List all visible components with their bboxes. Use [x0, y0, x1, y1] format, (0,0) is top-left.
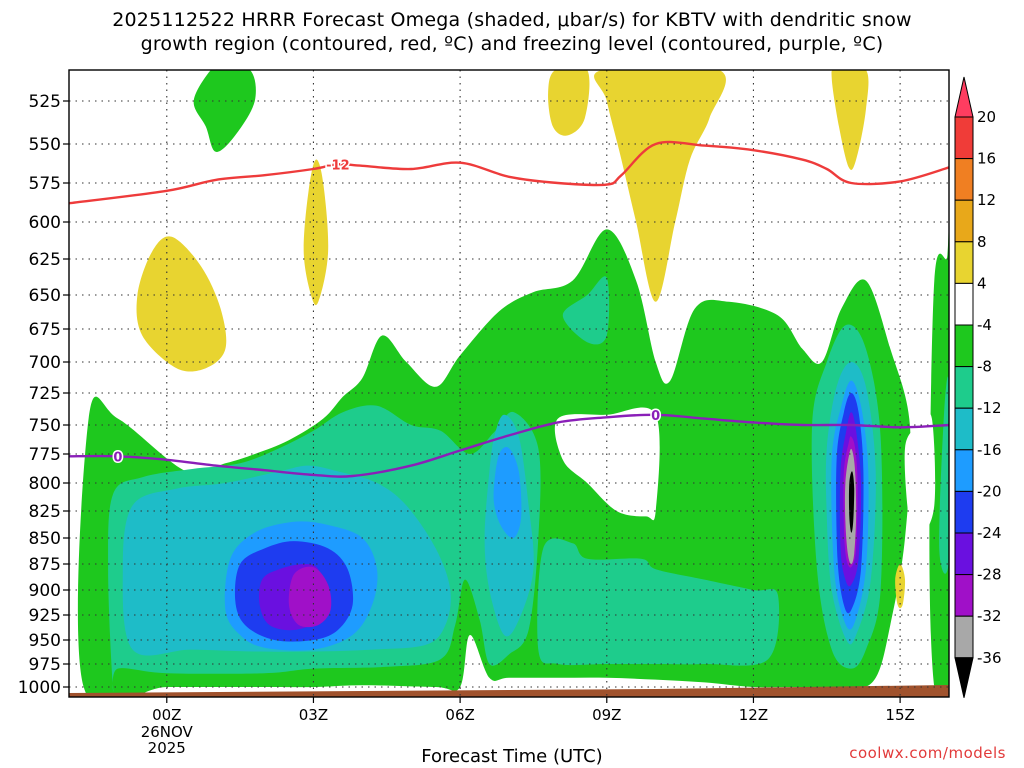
omega-region-4-2	[548, 70, 590, 136]
colorbar-swatch-6	[954, 324, 974, 368]
omega-region-4-4	[831, 70, 869, 170]
y-tick-label-800: 800	[29, 474, 61, 494]
y-tick-label-825: 825	[29, 502, 61, 522]
y-tick-label-850: 850	[29, 529, 61, 549]
omega-region-white-1	[904, 413, 936, 541]
chart-title-line-2: growth region (contoured, red, ºC) and f…	[140, 33, 884, 55]
colorbar-label-9: -20	[977, 482, 1002, 500]
contour-label-1-1: 0	[651, 409, 660, 424]
colorbar-label-6: -8	[977, 358, 992, 376]
x-axis-title: Forecast Time (UTC)	[421, 746, 603, 767]
colorbar-swatch-1	[954, 116, 974, 160]
chart-title-line-1: 2025112522 HRRR Forecast Omega (shaded, …	[112, 9, 912, 31]
colorbar-bottom-arrow	[954, 657, 974, 698]
contour-line-0	[69, 140, 949, 205]
omega-region-white-0	[554, 407, 660, 521]
y-tick-label-550: 550	[29, 135, 61, 155]
gridlines	[69, 70, 949, 697]
colorbar-swatch-3	[954, 199, 974, 243]
y-tick-label-575: 575	[29, 174, 61, 194]
y-tick-label-650: 650	[29, 286, 61, 306]
colorbar-swatch-10	[954, 490, 974, 534]
x-tick-label-09Z: 09Z	[592, 706, 621, 724]
colorbar-swatch-13	[954, 615, 974, 659]
colorbar-swatch-4	[954, 241, 974, 284]
omega-region-neg4-2	[193, 70, 256, 152]
colorbar-label-4: 4	[977, 274, 987, 292]
x-tick-label-03Z: 03Z	[299, 706, 328, 724]
omega-shading	[77, 70, 949, 697]
colorbar-label-7: -12	[977, 399, 1002, 417]
colorbar-swatch-9	[954, 449, 974, 492]
y-tick-label-625: 625	[29, 250, 61, 270]
omega-region-4-0	[136, 236, 227, 372]
x-tick-label-15Z: 15Z	[885, 706, 914, 724]
y-tick-label-950: 950	[29, 631, 61, 651]
y-tick-label-925: 925	[29, 606, 61, 626]
y-tick-label-525: 525	[29, 92, 61, 112]
colorbar-swatch-7	[954, 366, 974, 409]
colorbar-label-11: -28	[977, 566, 1002, 584]
y-axis: 525 550 575 600 625 650 675 700 725 750 775 800 825 8…	[18, 92, 69, 698]
y-tick-label-750: 750	[29, 416, 61, 436]
colorbar-label-3: 8	[977, 233, 987, 251]
y-tick-label-725: 725	[29, 384, 61, 404]
omega-region-neg4-1	[87, 673, 109, 689]
x-tick-sublabel-1: 2025	[148, 739, 186, 757]
x-tick-label-12Z: 12Z	[739, 706, 768, 724]
contour-line-1	[69, 413, 949, 478]
colorbar-top-arrow	[954, 76, 974, 118]
x-tick-sublabel-0: 26NOV	[141, 723, 194, 741]
y-tick-label-975: 975	[29, 655, 61, 675]
y-tick-label-675: 675	[29, 320, 61, 340]
omega-region-neg4-3	[929, 226, 949, 697]
x-tick-label-00Z: 00Z	[152, 706, 181, 724]
y-tick-label-900: 900	[29, 581, 61, 601]
colorbar-label-5: -4	[977, 316, 992, 334]
terrain-band	[69, 685, 949, 697]
omega-region-4-1	[303, 159, 329, 306]
omega-region-neg8-4	[537, 538, 780, 666]
x-tick-label-06Z: 06Z	[445, 706, 474, 724]
colorbar-swatch-8	[954, 407, 974, 451]
plot-frame	[68, 69, 950, 698]
y-tick-label-775: 775	[29, 445, 61, 465]
colorbar-swatch-5	[954, 282, 974, 326]
y-tick-label-1000: 1000	[18, 678, 61, 698]
colorbar-label-12: -32	[977, 607, 1002, 625]
colorbar-label-1: 16	[977, 150, 996, 168]
colorbar-label-8: -16	[977, 441, 1002, 459]
y-tick-label-600: 600	[29, 213, 61, 233]
colorbar-label-10: -24	[977, 524, 1002, 542]
omega-region-neg28-0	[288, 566, 332, 628]
omega-region-neg16-1	[493, 447, 522, 539]
contour-label-0-0: -12	[326, 158, 350, 173]
credit-text: coolwx.com/models	[849, 744, 1006, 762]
colorbar-swatch-2	[954, 158, 974, 201]
omega-region-neg36-0	[848, 471, 855, 533]
colorbar: 20 16 12 8 4 -4 -8 -12 -16 -20 -24 -28 -32 -36	[954, 76, 1002, 698]
colorbar-swatch-12	[954, 574, 974, 617]
colorbar-label-2: 12	[977, 191, 996, 209]
contour-label-1-0: 0	[113, 450, 122, 465]
y-tick-label-875: 875	[29, 555, 61, 575]
colorbar-label-0: 20	[977, 108, 996, 126]
colorbar-label-13: -36	[977, 649, 1002, 667]
omega-region-4-3	[594, 70, 726, 302]
y-tick-label-700: 700	[29, 353, 61, 373]
omega-region-neg8-1	[562, 276, 610, 345]
colorbar-swatch-11	[954, 532, 974, 576]
omega-region-4-5	[895, 564, 906, 609]
contours	[69, 140, 949, 478]
terrain-surface	[69, 685, 949, 697]
